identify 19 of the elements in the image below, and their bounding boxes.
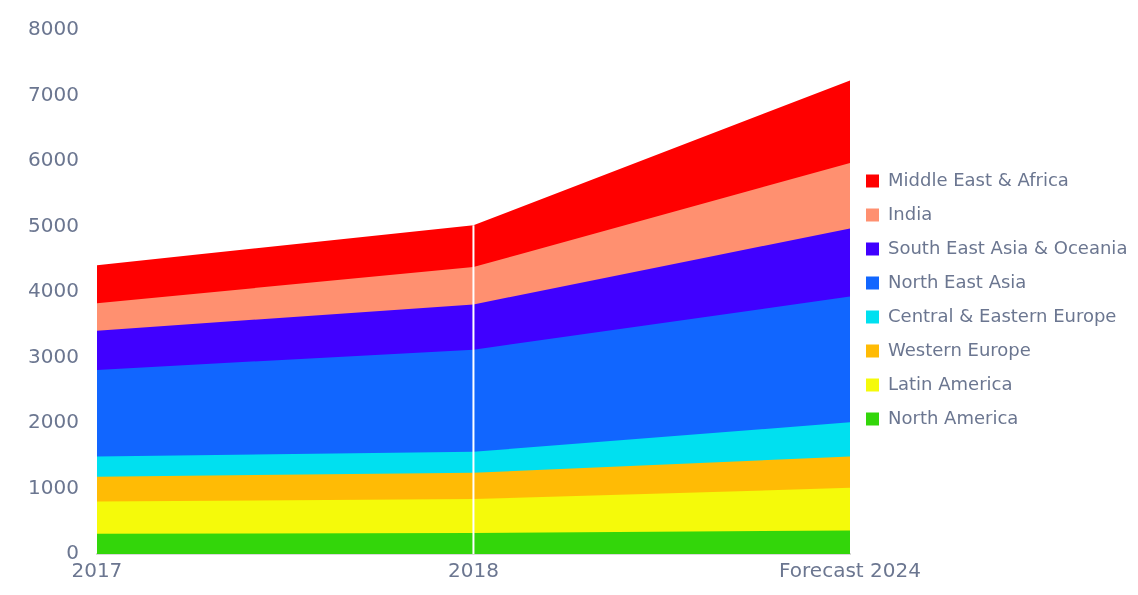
legend-label: India (888, 202, 933, 224)
x-tick-label: Forecast 2024 (779, 558, 921, 583)
legend-label: Western Europe (888, 338, 1031, 360)
legend-label: North America (888, 406, 1019, 428)
y-tick-label: 8000 (27, 16, 79, 41)
legend-label: North East Asia (888, 270, 1027, 292)
y-tick-label: 6000 (27, 147, 79, 172)
legend-label: South East Asia & Oceania (888, 236, 1128, 258)
x-tick-label: 2017 (71, 558, 123, 583)
y-tick-label: 3000 (27, 343, 79, 368)
y-tick-label: 7000 (27, 81, 79, 106)
legend-label: Middle East & Africa (888, 168, 1069, 190)
legend-label: Latin America (888, 372, 1013, 394)
y-tick-label: 4000 (27, 278, 79, 303)
legend-label: Central & Eastern Europe (888, 304, 1117, 326)
y-tick-label: 2000 (27, 409, 79, 434)
x-tick-label: 2018 (448, 558, 499, 583)
y-tick-label: 1000 (27, 474, 79, 499)
y-tick-label: 5000 (27, 212, 79, 237)
